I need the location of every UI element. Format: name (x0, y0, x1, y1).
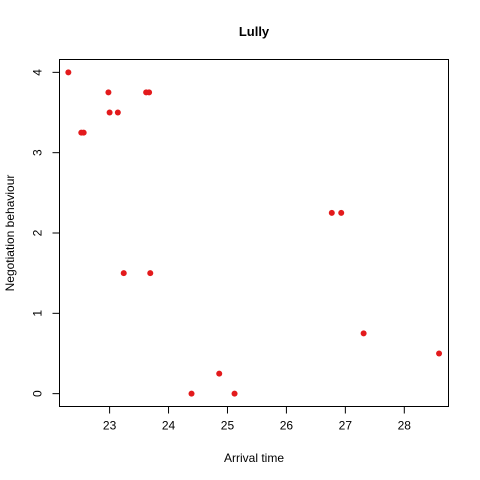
data-point (146, 89, 153, 96)
x-tick-label: 28 (398, 419, 412, 433)
chart-title: Lully (239, 24, 270, 39)
y-tick-label: 4 (31, 69, 45, 76)
data-point (188, 390, 195, 397)
x-axis: 23 24 25 26 27 28 (103, 406, 412, 433)
data-point (114, 109, 121, 116)
y-axis: 0 1 2 3 4 (31, 69, 60, 397)
x-tick-label: 23 (103, 419, 117, 433)
data-point (338, 209, 345, 216)
x-tick-label: 26 (280, 419, 294, 433)
data-point (147, 270, 154, 277)
data-point (436, 350, 443, 357)
data-point (106, 109, 113, 116)
data-point (105, 89, 112, 96)
y-tick-label: 3 (31, 149, 45, 156)
data-point (360, 330, 367, 337)
x-tick-label: 25 (221, 419, 235, 433)
data-point (216, 370, 223, 377)
y-tick-label: 2 (31, 229, 45, 236)
y-tick-label: 0 (31, 390, 45, 397)
data-point (65, 69, 72, 76)
y-axis-label: Negotiation behaviour (3, 175, 17, 292)
x-tick-label: 27 (339, 419, 353, 433)
data-point (231, 390, 238, 397)
x-tick-label: 24 (162, 419, 176, 433)
y-tick-label: 1 (31, 310, 45, 317)
data-point (120, 270, 127, 277)
data-points (65, 69, 443, 397)
x-axis-label: Arrival time (224, 451, 284, 465)
data-point (80, 129, 87, 136)
data-point (328, 209, 335, 216)
